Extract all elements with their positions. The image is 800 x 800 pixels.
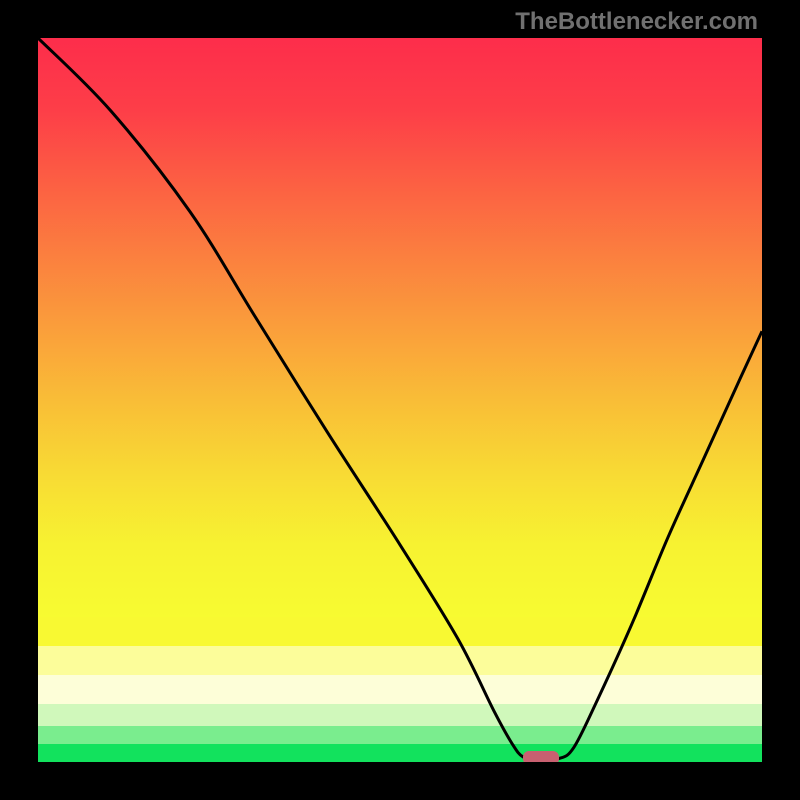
border-right [762, 0, 800, 800]
watermark-text: TheBottlenecker.com [515, 8, 758, 36]
chart-container: TheBottlenecker.com [0, 0, 800, 800]
bottleneck-marker [523, 751, 559, 762]
border-left [0, 0, 38, 800]
bottleneck-curve [38, 38, 762, 762]
border-bottom [0, 762, 800, 800]
plot-area [38, 38, 762, 762]
